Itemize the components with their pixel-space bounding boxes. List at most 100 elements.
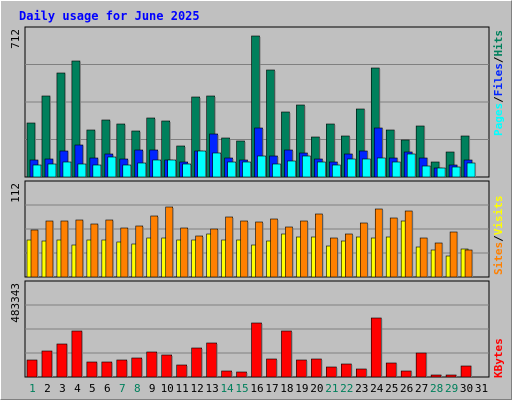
pages-bar-day-18 xyxy=(287,160,296,178)
hits-bar-day-4-shadow xyxy=(79,62,81,177)
sites-bar-day-28-shadow xyxy=(442,244,444,277)
pages-bar-day-29 xyxy=(451,166,461,178)
hits-bar-day-27-shadow xyxy=(424,127,426,177)
sites-bar-day-14 xyxy=(225,216,233,278)
sites-bar-day-9-shadow xyxy=(157,217,159,277)
kbytes-bar-day-6 xyxy=(101,361,113,378)
sites-bar-day-11 xyxy=(180,227,188,278)
sites-bar-day-26-shadow xyxy=(412,212,414,277)
pages-bar-day-24 xyxy=(376,157,386,178)
kbytes-bar-day-13 xyxy=(206,342,217,378)
files-bar-day-16-shadow xyxy=(262,129,264,177)
x-tick-label-day-16: 16 xyxy=(250,382,263,395)
pages-bar-day-15 xyxy=(242,161,251,178)
kbytes-bar-day-20 xyxy=(311,358,322,378)
sites-bar-day-3 xyxy=(60,220,69,278)
sites-bar-day-19-shadow xyxy=(307,222,309,277)
sites-bar-day-16 xyxy=(255,221,263,278)
pages-bar-day-4 xyxy=(77,163,87,178)
kbytes-bar-day-25-shadow xyxy=(396,364,398,377)
pages-bar-day-15-shadow xyxy=(250,163,252,177)
x-tick-label-day-18: 18 xyxy=(280,382,293,395)
kbytes-bar-day-25 xyxy=(385,362,397,378)
panel-1-ymax-label: 712 xyxy=(9,29,22,49)
x-tick-label-day-25: 25 xyxy=(385,382,398,395)
legend-middle-separator: / xyxy=(492,235,505,242)
hits-bar-day-3-shadow xyxy=(64,74,66,177)
panel-2-ymax-label: 112 xyxy=(9,183,22,203)
x-tick-label-day-15: 15 xyxy=(235,382,248,395)
pages-bar-day-21 xyxy=(332,164,341,178)
pages-bar-day-14-shadow xyxy=(235,163,237,177)
pages-bar-day-6-shadow xyxy=(115,158,117,177)
sites-bar-day-24-shadow xyxy=(382,210,384,277)
hits-bar-day-17-shadow xyxy=(274,71,276,177)
pages-bar-day-9-shadow xyxy=(160,161,162,177)
x-tick-label-day-29: 29 xyxy=(445,382,458,395)
sites-bar-day-1-shadow xyxy=(38,231,39,277)
pages-bar-day-3 xyxy=(62,161,72,178)
pages-bar-day-23-shadow xyxy=(370,160,372,177)
pages-bar-day-20-shadow xyxy=(325,163,327,177)
sites-bar-day-11-shadow xyxy=(187,229,189,277)
sites-bar-day-23-shadow xyxy=(367,224,369,277)
pages-bar-day-2 xyxy=(47,163,57,178)
sites-bar-day-27 xyxy=(419,237,428,278)
legend-middle-entry-visits: Visits xyxy=(492,196,505,236)
panel-3-ymax-label: 483343 xyxy=(9,283,22,323)
kbytes-bar-day-9-shadow xyxy=(156,353,158,377)
legend-upper: Pages/Files/Hits xyxy=(492,30,505,136)
pages-bar-day-30 xyxy=(466,162,476,178)
hits-bar-day-12-shadow xyxy=(199,98,201,177)
hits-bar-day-16-shadow xyxy=(259,37,261,177)
hits-bar-day-25-shadow xyxy=(394,131,396,177)
x-tick-label-day-5: 5 xyxy=(89,382,96,395)
pages-bar-day-7 xyxy=(122,164,132,178)
kbytes-bar-day-18-shadow xyxy=(291,332,293,377)
sites-bar-day-6 xyxy=(105,219,114,278)
hits-bar-day-21-shadow xyxy=(334,125,336,177)
pages-bar-day-19 xyxy=(302,155,311,178)
pages-bar-day-12 xyxy=(197,150,206,178)
kbytes-bar-day-8 xyxy=(131,357,143,378)
sites-bar-day-12 xyxy=(195,235,203,278)
kbytes-bar-day-1 xyxy=(26,359,38,378)
sites-bar-day-5-shadow xyxy=(97,225,99,277)
sites-bar-day-7-shadow xyxy=(127,229,129,277)
pages-bar-day-27-shadow xyxy=(430,167,432,177)
pages-bar-day-27 xyxy=(421,165,431,178)
pages-bar-day-8 xyxy=(137,162,147,178)
kbytes-bar-day-7 xyxy=(116,359,128,378)
hits-bar-day-18-shadow xyxy=(289,113,291,177)
kbytes-bar-day-24-shadow xyxy=(381,319,383,377)
pages-bar-day-30-shadow xyxy=(475,164,477,177)
x-tick-label-day-9: 9 xyxy=(149,382,156,395)
kbytes-bar-day-28 xyxy=(430,374,442,378)
sites-bar-day-17 xyxy=(270,218,278,278)
sites-bar-day-4 xyxy=(75,219,84,278)
kbytes-bar-day-11-shadow xyxy=(186,366,188,377)
legend-upper-entry-files: Files xyxy=(492,63,505,96)
sites-bar-day-14-shadow xyxy=(232,218,234,277)
pages-bar-day-26-shadow xyxy=(415,155,417,177)
pages-bar-day-8-shadow xyxy=(145,164,147,177)
kbytes-bar-day-27 xyxy=(415,352,427,378)
kbytes-bar-day-8-shadow xyxy=(141,359,143,377)
kbytes-bar-day-4 xyxy=(71,330,83,378)
pages-bar-day-11-shadow xyxy=(190,165,192,177)
chart-title: Daily usage for June 2025 xyxy=(19,9,200,23)
kbytes-bar-day-6-shadow xyxy=(111,363,113,377)
kbytes-bar-day-13-shadow xyxy=(216,344,218,377)
x-tick-label-day-20: 20 xyxy=(310,382,323,395)
x-tick-label-day-19: 19 xyxy=(295,382,308,395)
kbytes-bar-day-1-shadow xyxy=(37,361,38,377)
sites-bar-day-12-shadow xyxy=(202,237,204,277)
kbytes-bar-day-5-shadow xyxy=(96,363,98,377)
x-tick-label-day-8: 8 xyxy=(134,382,141,395)
kbytes-bar-day-5 xyxy=(86,361,98,378)
pages-bar-day-25 xyxy=(391,161,401,178)
pages-bar-day-3-shadow xyxy=(70,163,72,177)
sites-bar-day-18 xyxy=(285,226,293,278)
sites-bar-day-21-shadow xyxy=(337,239,339,277)
